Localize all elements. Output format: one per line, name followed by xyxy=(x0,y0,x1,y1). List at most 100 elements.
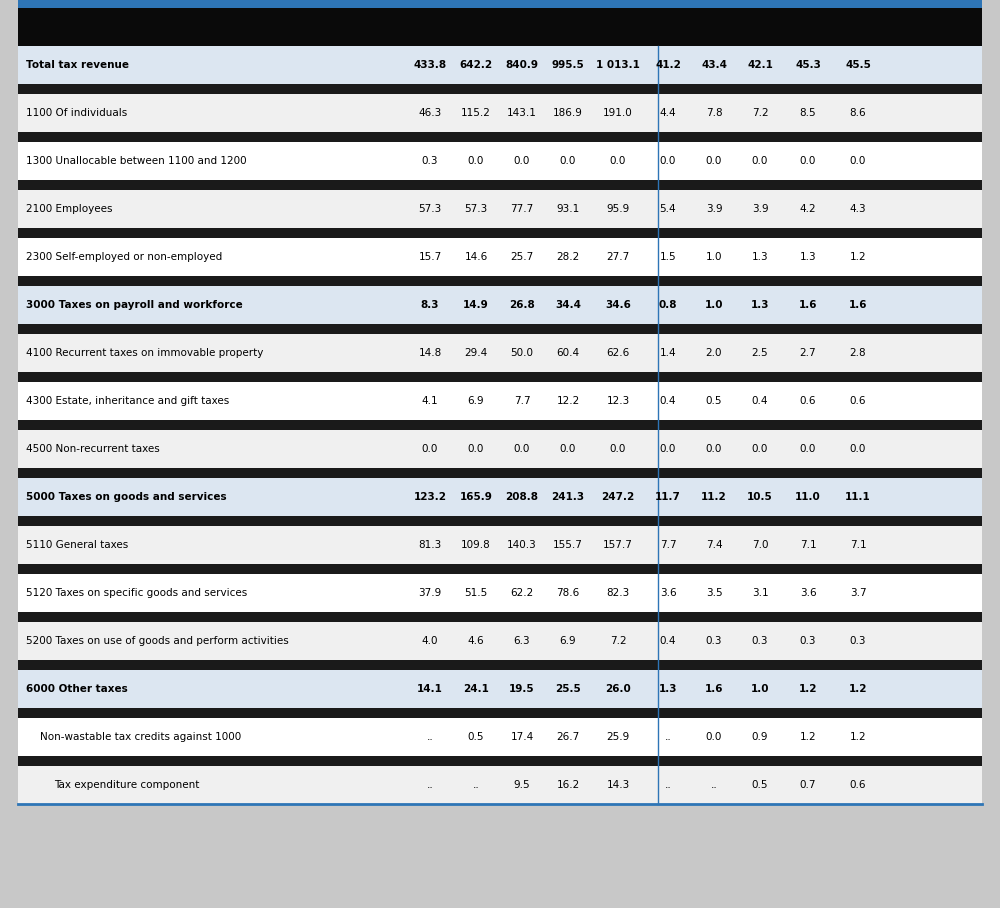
Text: 5120 Taxes on specific goods and services: 5120 Taxes on specific goods and service… xyxy=(26,588,247,598)
Text: 4.1: 4.1 xyxy=(422,396,438,406)
Text: 0.3: 0.3 xyxy=(706,636,722,646)
Text: 7.4: 7.4 xyxy=(706,540,722,550)
Text: 4.6: 4.6 xyxy=(468,636,484,646)
Text: 15.7: 15.7 xyxy=(418,252,442,262)
Bar xyxy=(18,670,982,708)
Text: 1.2: 1.2 xyxy=(800,732,816,742)
Text: 27.7: 27.7 xyxy=(606,252,630,262)
Bar xyxy=(18,84,982,94)
Text: 1.0: 1.0 xyxy=(706,252,722,262)
Text: 7.7: 7.7 xyxy=(514,396,530,406)
Text: 25.9: 25.9 xyxy=(606,732,630,742)
Text: 0.0: 0.0 xyxy=(660,444,676,454)
Text: ..: .. xyxy=(427,780,433,790)
Text: 4.4: 4.4 xyxy=(660,108,676,118)
Text: 8.3: 8.3 xyxy=(421,300,439,310)
Text: 46.3: 46.3 xyxy=(418,108,442,118)
Bar xyxy=(18,46,982,84)
Text: 60.4: 60.4 xyxy=(556,348,580,358)
Text: 77.7: 77.7 xyxy=(510,204,534,214)
Text: 43.4: 43.4 xyxy=(701,60,727,70)
Text: 1.0: 1.0 xyxy=(705,300,723,310)
Text: 82.3: 82.3 xyxy=(606,588,630,598)
Text: 1.6: 1.6 xyxy=(799,300,817,310)
Text: 78.6: 78.6 xyxy=(556,588,580,598)
Text: 3.7: 3.7 xyxy=(850,588,866,598)
Text: 1300 Unallocable between 1100 and 1200: 1300 Unallocable between 1100 and 1200 xyxy=(26,156,247,166)
Bar xyxy=(18,372,982,382)
Text: 247.2: 247.2 xyxy=(601,492,635,502)
Text: 10.5: 10.5 xyxy=(747,492,773,502)
Text: 3.9: 3.9 xyxy=(752,204,768,214)
Text: 4.3: 4.3 xyxy=(850,204,866,214)
Text: 11.7: 11.7 xyxy=(655,492,681,502)
Bar xyxy=(18,756,982,766)
Bar xyxy=(18,612,982,622)
Text: 0.5: 0.5 xyxy=(752,780,768,790)
Bar xyxy=(18,228,982,238)
Text: 57.3: 57.3 xyxy=(418,204,442,214)
Text: 208.8: 208.8 xyxy=(506,492,538,502)
Text: 5110 General taxes: 5110 General taxes xyxy=(26,540,128,550)
Bar xyxy=(18,324,982,334)
Text: 2100 Employees: 2100 Employees xyxy=(26,204,112,214)
Text: 0.6: 0.6 xyxy=(850,780,866,790)
Text: 0.5: 0.5 xyxy=(468,732,484,742)
Text: 1.5: 1.5 xyxy=(660,252,676,262)
Text: 1.2: 1.2 xyxy=(850,252,866,262)
Text: 7.1: 7.1 xyxy=(800,540,816,550)
Text: Total tax revenue: Total tax revenue xyxy=(26,60,129,70)
Text: 9.5: 9.5 xyxy=(514,780,530,790)
Text: 7.8: 7.8 xyxy=(706,108,722,118)
Text: 62.2: 62.2 xyxy=(510,588,534,598)
Text: 4300 Estate, inheritance and gift taxes: 4300 Estate, inheritance and gift taxes xyxy=(26,396,229,406)
Text: 45.5: 45.5 xyxy=(845,60,871,70)
Text: 3.6: 3.6 xyxy=(800,588,816,598)
Text: 0.0: 0.0 xyxy=(514,156,530,166)
Bar xyxy=(18,0,982,8)
Text: 2.0: 2.0 xyxy=(706,348,722,358)
Text: 0.0: 0.0 xyxy=(850,156,866,166)
Text: 5.4: 5.4 xyxy=(660,204,676,214)
Text: 6.9: 6.9 xyxy=(560,636,576,646)
Text: 14.8: 14.8 xyxy=(418,348,442,358)
Bar xyxy=(18,286,982,324)
Bar xyxy=(18,276,982,286)
Text: 0.0: 0.0 xyxy=(560,156,576,166)
Text: Tax expenditure component: Tax expenditure component xyxy=(54,780,199,790)
Text: 1.0: 1.0 xyxy=(751,684,769,694)
Text: 165.9: 165.9 xyxy=(460,492,492,502)
Text: ..: .. xyxy=(427,732,433,742)
Text: 3.5: 3.5 xyxy=(706,588,722,598)
Text: 50.0: 50.0 xyxy=(511,348,534,358)
Text: 62.6: 62.6 xyxy=(606,348,630,358)
Text: 109.8: 109.8 xyxy=(461,540,491,550)
Text: 57.3: 57.3 xyxy=(464,204,488,214)
Text: 0.4: 0.4 xyxy=(752,396,768,406)
Text: 25.7: 25.7 xyxy=(510,252,534,262)
Text: 14.3: 14.3 xyxy=(606,780,630,790)
Text: 0.8: 0.8 xyxy=(659,300,677,310)
Text: 26.0: 26.0 xyxy=(605,684,631,694)
Text: 1 013.1: 1 013.1 xyxy=(596,60,640,70)
Text: 0.0: 0.0 xyxy=(706,444,722,454)
Text: 0.6: 0.6 xyxy=(800,396,816,406)
Text: 17.4: 17.4 xyxy=(510,732,534,742)
Text: 0.0: 0.0 xyxy=(514,444,530,454)
Text: ..: .. xyxy=(665,780,671,790)
Text: 41.2: 41.2 xyxy=(655,60,681,70)
Text: 45.3: 45.3 xyxy=(795,60,821,70)
Text: 1.3: 1.3 xyxy=(800,252,816,262)
Bar xyxy=(18,766,982,804)
Text: 14.6: 14.6 xyxy=(464,252,488,262)
Bar xyxy=(18,238,982,276)
Text: 1100 Of individuals: 1100 Of individuals xyxy=(26,108,127,118)
Text: 2300 Self-employed or non-employed: 2300 Self-employed or non-employed xyxy=(26,252,222,262)
Text: 0.0: 0.0 xyxy=(560,444,576,454)
Text: 1.4: 1.4 xyxy=(660,348,676,358)
Text: 0.0: 0.0 xyxy=(800,156,816,166)
Bar xyxy=(18,420,982,430)
Text: 16.2: 16.2 xyxy=(556,780,580,790)
Text: 0.3: 0.3 xyxy=(800,636,816,646)
Text: 140.3: 140.3 xyxy=(507,540,537,550)
